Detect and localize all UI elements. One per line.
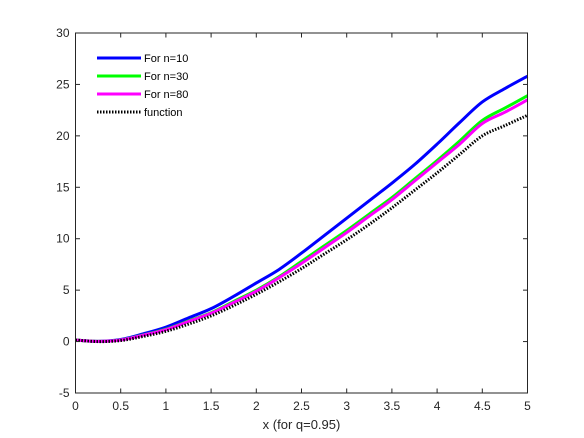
y-tick-label: -5 xyxy=(59,386,70,400)
x-axis-label: x (for q=0.95) xyxy=(263,417,341,432)
y-tick-label: 0 xyxy=(63,335,70,349)
series-layer xyxy=(75,74,529,344)
series-line-3 xyxy=(75,113,529,344)
legend-label: For n=30 xyxy=(144,71,188,83)
plot-background xyxy=(75,33,528,393)
x-tick-label: 0 xyxy=(72,399,79,413)
legend-label: For n=80 xyxy=(144,89,188,101)
x-tick-label: 4 xyxy=(434,399,441,413)
x-tick-label: 4.5 xyxy=(474,399,491,413)
x-tick-label: 1 xyxy=(163,399,170,413)
legend-label: function xyxy=(144,107,183,119)
y-tick-label: 15 xyxy=(56,180,70,194)
x-tick-label: 2 xyxy=(253,399,260,413)
y-tick-label: 25 xyxy=(56,77,70,91)
x-tick-label: 0.5 xyxy=(112,399,129,413)
x-tick-label: 3 xyxy=(343,399,350,413)
y-tick-label: 10 xyxy=(56,232,70,246)
x-tick-label: 5 xyxy=(524,399,531,413)
legend: For n=10 For n=30 For n=80 function xyxy=(97,53,188,119)
x-tick-label: 2.5 xyxy=(293,399,310,413)
y-tick-label: 30 xyxy=(56,26,70,40)
x-tick-label: 3.5 xyxy=(384,399,401,413)
y-tick-label: 20 xyxy=(56,129,70,143)
legend-label: For n=10 xyxy=(144,53,188,65)
y-tick-label: 5 xyxy=(63,283,70,297)
x-tick-label: 1.5 xyxy=(203,399,220,413)
